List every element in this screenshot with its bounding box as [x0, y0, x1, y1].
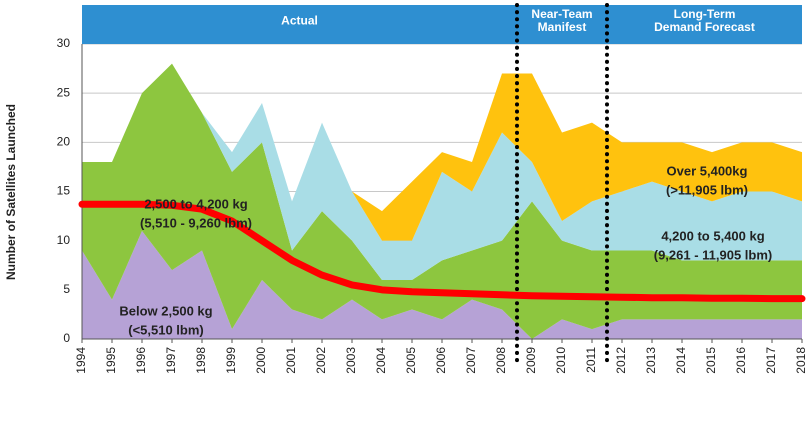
x-tick-label: 1995 — [104, 347, 118, 374]
area-note: (>11,905 lbm) — [666, 182, 748, 197]
x-tick-label: 2018 — [794, 347, 808, 374]
y-tick-label: 10 — [57, 233, 71, 247]
area-label: 4,200 to 5,400 kg — [661, 228, 764, 243]
x-tick-label: 2010 — [554, 347, 568, 374]
y-tick-label: 30 — [57, 36, 71, 50]
x-tick-label: 2015 — [704, 347, 718, 374]
x-tick-label: 2005 — [404, 347, 418, 374]
x-tick-label: 2009 — [524, 347, 538, 374]
x-tick-label: 2014 — [674, 347, 688, 374]
x-tick-label: 2017 — [764, 347, 778, 374]
period-label: Long-Term — [674, 7, 736, 21]
x-tick-label: 1998 — [194, 347, 208, 374]
x-tick-label: 2012 — [614, 347, 628, 374]
x-tick-label: 2006 — [434, 347, 448, 374]
x-tick-label: 2016 — [734, 347, 748, 374]
x-tick-label: 1999 — [224, 347, 238, 374]
x-tick-label: 2007 — [464, 347, 478, 374]
trend-line — [78, 200, 806, 303]
area-note: (9,261 - 11,905 lbm) — [654, 247, 773, 262]
area-label: Over 5,400kg — [667, 163, 748, 178]
y-tick-label: 15 — [57, 184, 71, 198]
x-tick-label: 2013 — [644, 347, 658, 374]
x-tick-label: 2004 — [374, 347, 388, 374]
y-tick-label: 0 — [63, 331, 70, 345]
area — [82, 63, 802, 241]
area-note: (5,510 - 9,260 lbm) — [140, 215, 252, 230]
period-label: Near-Team — [531, 7, 592, 21]
area — [82, 230, 802, 339]
area — [82, 63, 802, 340]
period-label: Manifest — [538, 20, 587, 34]
y-tick-label: 20 — [57, 135, 71, 149]
x-tick-label: 2002 — [314, 347, 328, 374]
x-tick-label: 2011 — [584, 347, 598, 373]
y-tick-label: 5 — [63, 282, 70, 296]
period-label: Actual — [281, 14, 318, 28]
y-axis-label: Number of Satellites Launched — [4, 104, 18, 280]
x-tick-label: 1996 — [134, 347, 148, 374]
area-label: 2,500 to 4,200 kg — [144, 196, 247, 211]
x-tick-label: 1997 — [164, 347, 178, 374]
header-band — [82, 5, 802, 44]
x-tick-label: 2008 — [494, 347, 508, 374]
period-label: Demand Forecast — [654, 20, 755, 34]
x-tick-label: 1994 — [74, 347, 88, 374]
area-label: Below 2,500 kg — [119, 303, 212, 318]
area-note: (<5,510 lbm) — [128, 322, 204, 337]
x-tick-label: 2003 — [344, 347, 358, 374]
x-tick-label: 2001 — [284, 347, 298, 374]
y-tick-label: 25 — [57, 85, 71, 99]
x-tick-label: 2000 — [254, 347, 268, 374]
